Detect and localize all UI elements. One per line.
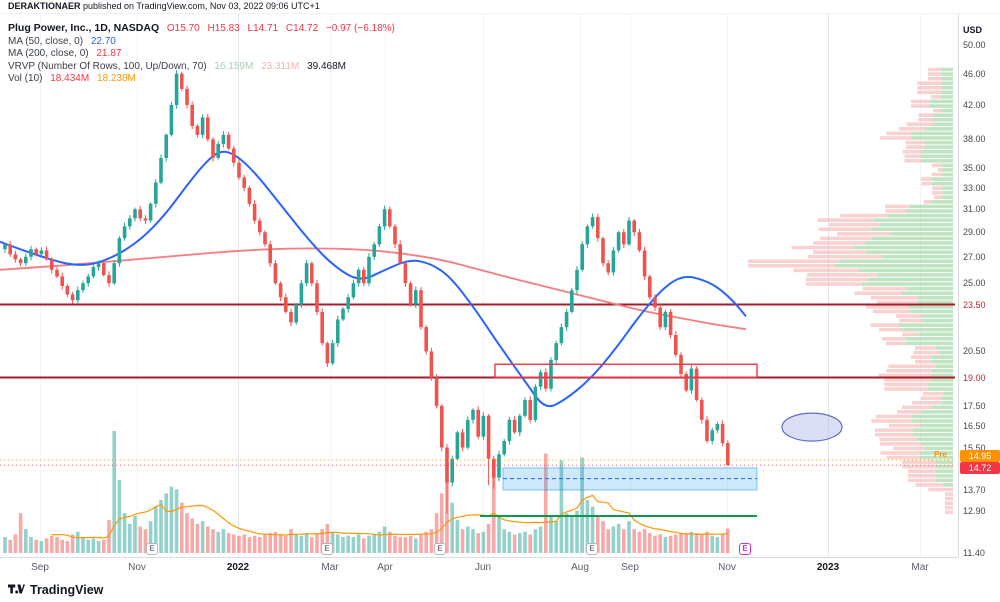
ma50-legend-row: MA (50, close, 0) 22.70 xyxy=(8,36,400,49)
symbol-title[interactable]: Plug Power, Inc., 1D, NASDAQ xyxy=(8,22,160,34)
price-tick: 35.00 xyxy=(963,163,986,173)
ohlc-close: C14.72 xyxy=(285,23,319,34)
time-axis[interactable]: Sep Nov 2022 Mar Apr Jun Aug Sep Nov 2023 Mar xyxy=(0,557,958,578)
vrvp-up-value: 16.159M xyxy=(214,60,254,72)
tradingview-logo-icon xyxy=(8,584,25,594)
time-axis-month-label: Jun xyxy=(474,562,492,573)
volume-legend-row: Vol (10) 18.434M 18.238M xyxy=(8,73,400,86)
ma200-label[interactable]: MA (200, close, 0) xyxy=(8,48,89,59)
price-tick: 12.90 xyxy=(963,506,986,516)
price-axis[interactable]: 14.95 14.72 USD 50.00 46.00 42.00 38.00 35.00… xyxy=(958,14,1000,558)
price-tick: 33.00 xyxy=(963,183,986,193)
vrvp-total-value: 39.468M xyxy=(307,60,346,72)
price-tick: 20.50 xyxy=(963,346,986,356)
indicator-legend: Plug Power, Inc., 1D, NASDAQ O15.70 H15.… xyxy=(8,22,400,86)
price-tick: 27.00 xyxy=(963,252,986,262)
time-axis-month-label: Sep xyxy=(31,562,49,573)
volume-ma-value: 18.238M xyxy=(96,73,136,84)
ma200-value: 21.87 xyxy=(96,48,122,59)
tradingview-logo-link[interactable]: TradingView xyxy=(8,583,103,598)
price-tick: 11.40 xyxy=(963,548,985,558)
price-tick: 50.00 xyxy=(963,40,986,50)
time-axis-year-label: 2023 xyxy=(816,562,840,573)
ma50-label[interactable]: MA (50, close, 0) xyxy=(8,35,84,47)
ohlc-change: −0.97 (−6.18%) xyxy=(325,23,395,34)
time-axis-month-label: Nov xyxy=(128,562,146,573)
price-tick: 42.00 xyxy=(963,100,986,110)
ma50-value: 22.70 xyxy=(90,35,116,47)
time-axis-year-label: 2022 xyxy=(226,562,250,573)
premarket-price-badge: 14.95 xyxy=(960,450,1000,462)
ohlc-open: O15.70 xyxy=(166,23,200,34)
symbol-legend-row: Plug Power, Inc., 1D, NASDAQ O15.70 H15.… xyxy=(8,22,400,36)
brand-name: TradingView xyxy=(30,583,104,597)
time-axis-month-label: Sep xyxy=(621,562,639,573)
publisher-author: DERAKTIONAER xyxy=(8,1,81,11)
price-tick: 15.50 xyxy=(963,443,986,453)
price-tick: 38.00 xyxy=(963,134,986,144)
publisher-bar: DERAKTIONAER published on TradingView.co… xyxy=(0,0,1000,14)
chart-area[interactable]: Plug Power, Inc., 1D, NASDAQ O15.70 H15.… xyxy=(0,14,958,557)
footer-bar: TradingView xyxy=(0,578,1000,602)
price-tick: 23.50 xyxy=(963,300,986,310)
publisher-text: published on TradingView.com, Nov 03, 20… xyxy=(80,1,320,11)
earnings-event-badge[interactable]: E xyxy=(586,543,598,555)
time-axis-month-label: Mar xyxy=(911,562,929,573)
ma200-legend-row: MA (200, close, 0) 21.87 xyxy=(8,48,400,61)
ohlc-low: L14.71 xyxy=(247,23,279,34)
premarket-label: Pre xyxy=(934,450,947,459)
earnings-event-badge[interactable]: E xyxy=(434,543,446,555)
time-axis-month-label: Aug xyxy=(571,562,589,573)
time-axis-month-label: Apr xyxy=(377,562,393,573)
vrvp-down-value: 23.311M xyxy=(261,60,300,72)
last-price-badge: 14.72 xyxy=(960,462,1000,474)
price-tick: 17.50 xyxy=(963,401,986,411)
volume-value: 18.434M xyxy=(50,73,90,84)
price-tick: 46.00 xyxy=(963,69,986,79)
time-axis-month-label: Mar xyxy=(321,562,339,573)
time-axis-month-label: Nov xyxy=(718,562,736,573)
earnings-event-badge[interactable]: E xyxy=(146,543,158,555)
price-tick: 13.70 xyxy=(963,485,986,495)
price-tick: 19.00 xyxy=(963,373,986,383)
vrvp-label[interactable]: VRVP (Number Of Rows, 100, Up/Down, 70) xyxy=(8,60,207,72)
vrvp-legend-row: VRVP (Number Of Rows, 100, Up/Down, 70) … xyxy=(8,61,400,74)
ohlc-high: H15.83 xyxy=(207,23,240,34)
price-tick: 16.50 xyxy=(963,421,986,431)
price-tick: 29.00 xyxy=(963,227,986,237)
earnings-event-badge[interactable]: E xyxy=(321,543,333,555)
earnings-event-badge[interactable]: E xyxy=(739,543,751,555)
price-tick: 31.00 xyxy=(963,204,986,214)
currency-label: USD xyxy=(963,25,983,35)
price-tick: 25.00 xyxy=(963,278,986,288)
volume-label[interactable]: Vol (10) xyxy=(8,73,43,84)
price-chart-canvas[interactable] xyxy=(0,14,958,557)
